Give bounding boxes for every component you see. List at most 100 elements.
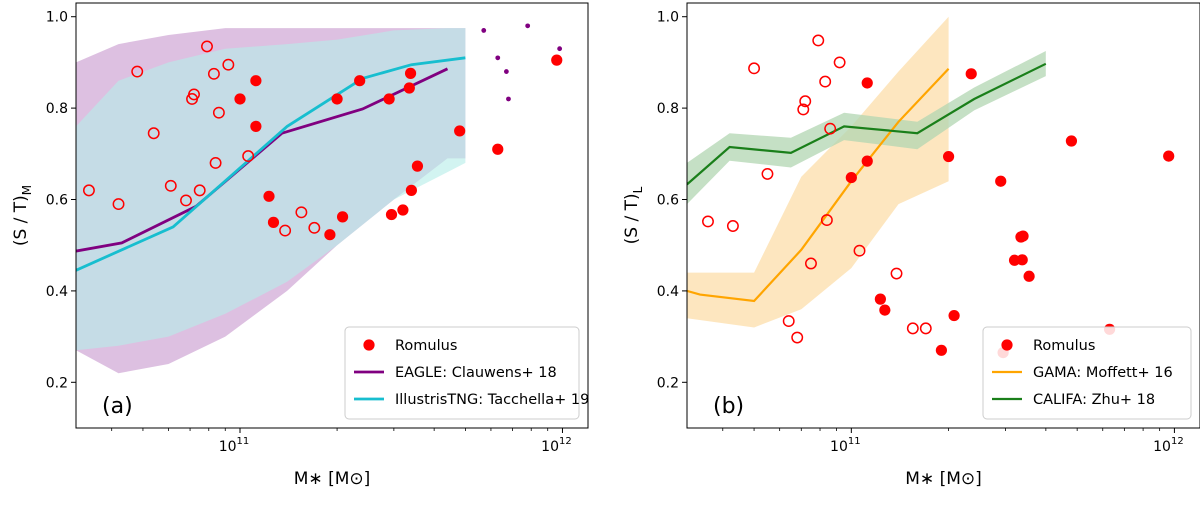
- open-point: [890, 267, 903, 280]
- filled-point: [267, 216, 280, 228]
- y-tick-label: 0.4: [657, 284, 679, 300]
- filled-point: [385, 208, 398, 221]
- filled-point: [948, 309, 960, 322]
- filled-point: [1017, 230, 1029, 242]
- filled-point: [965, 68, 977, 80]
- open-point: [180, 194, 192, 207]
- filled-point: [397, 204, 409, 216]
- x-tick-label: 1012: [1153, 436, 1184, 455]
- filled-point: [411, 160, 424, 172]
- panel-label: (a): [102, 394, 133, 419]
- legend-box: [344, 326, 580, 420]
- y-tick-label: 1.0: [657, 10, 679, 26]
- legend-marker: [1001, 339, 1013, 351]
- open-point: [833, 56, 846, 69]
- y-axis-label: (S / T)L: [622, 186, 645, 244]
- y-tick-label: 0.6: [46, 193, 68, 209]
- x-tick-label: 1011: [830, 436, 861, 455]
- panel-b: 0.2 0.4 0.6 0.8 1.0 1011 1012 M∗ [M⊙] (S / T)L (b…: [622, 2, 1200, 489]
- filled-point: [263, 190, 275, 202]
- open-point: [147, 127, 160, 140]
- filled-point: [403, 82, 415, 94]
- panel-a: 0.2 0.4 0.6 0.8 1.0 1011 1012 M∗ [M⊙] (S / T)M (a…: [11, 2, 589, 489]
- y-tick-label: 0.2: [46, 375, 68, 391]
- open-point: [188, 88, 200, 101]
- legend-box: [982, 326, 1192, 420]
- legend-label: CALIFA: Zhu+ 18: [1033, 392, 1155, 408]
- filled-point: [874, 293, 886, 305]
- y-tick-label: 0.2: [657, 375, 679, 391]
- open-point: [82, 184, 95, 197]
- y-tick-label: 0.6: [657, 193, 679, 209]
- small-point: [503, 69, 509, 74]
- legend-label: IllustrisTNG: Tacchella+ 19: [395, 392, 589, 408]
- legend: Romulus EAGLE: Clauwens+ 18 IllustrisTNG: …: [344, 326, 589, 420]
- filled-point: [405, 184, 417, 196]
- open-point: [164, 179, 177, 192]
- legend-label: EAGLE: Clauwens+ 18: [395, 365, 557, 381]
- legend-label: Romulus: [395, 338, 457, 354]
- open-point: [906, 322, 919, 335]
- filled-point: [942, 150, 955, 163]
- filled-point: [1023, 270, 1035, 282]
- open-point: [726, 220, 739, 232]
- open-point: [812, 34, 825, 47]
- open-point: [222, 58, 235, 71]
- plot-area: [76, 23, 563, 374]
- legend: Romulus GAMA: Moffett+ 16 CALIFA: Zhu+ 18: [982, 326, 1192, 420]
- open-point: [193, 184, 206, 197]
- open-point: [748, 62, 761, 75]
- legend-label: Romulus: [1033, 338, 1095, 354]
- y-axis-label: (S / T)M: [11, 185, 34, 246]
- band-illustristng: [76, 28, 466, 351]
- open-point: [242, 150, 255, 163]
- legend-marker: [363, 339, 375, 351]
- filled-point: [845, 171, 857, 184]
- x-axis-label: M∗ [M⊙]: [294, 469, 371, 489]
- small-point: [525, 23, 531, 29]
- filled-point: [935, 344, 947, 356]
- open-point: [819, 75, 832, 88]
- filled-point: [551, 54, 563, 66]
- axes-frame: [75, 2, 589, 429]
- open-point: [295, 206, 308, 219]
- filled-point: [404, 67, 417, 79]
- filled-point: [234, 93, 246, 105]
- filled-point: [454, 125, 466, 137]
- small-point: [557, 46, 563, 52]
- filled-point: [1163, 150, 1175, 162]
- x-axis-label: M∗ [M⊙]: [905, 469, 982, 489]
- small-point: [506, 96, 511, 102]
- x-tick-label: 1011: [219, 436, 250, 455]
- open-point: [209, 156, 222, 169]
- filled-point: [861, 155, 873, 167]
- open-point: [805, 257, 817, 270]
- plot-area: [687, 16, 1175, 359]
- open-point: [820, 214, 833, 227]
- filled-point: [250, 75, 262, 87]
- series-line: [76, 56, 466, 272]
- open-point: [782, 315, 795, 328]
- open-point: [207, 67, 220, 80]
- open-point: [131, 65, 144, 78]
- y-tick-label: 1.0: [46, 10, 68, 26]
- filled-point: [879, 304, 891, 316]
- filled-point: [250, 120, 262, 132]
- band-gama: [687, 16, 949, 328]
- open-point: [112, 198, 125, 211]
- small-point: [495, 55, 501, 61]
- open-point: [919, 322, 932, 335]
- y-tick-label: 0.4: [46, 284, 68, 300]
- open-point: [761, 167, 774, 180]
- open-point: [853, 244, 866, 257]
- panel-label: (b): [713, 394, 744, 419]
- open-point: [791, 331, 804, 344]
- filled-point: [995, 175, 1007, 187]
- y-tick-label: 0.8: [657, 101, 679, 117]
- open-point: [824, 122, 837, 135]
- series-line: [687, 68, 950, 303]
- axes-frame: [686, 2, 1200, 429]
- filled-point: [336, 211, 349, 223]
- open-point: [797, 103, 810, 116]
